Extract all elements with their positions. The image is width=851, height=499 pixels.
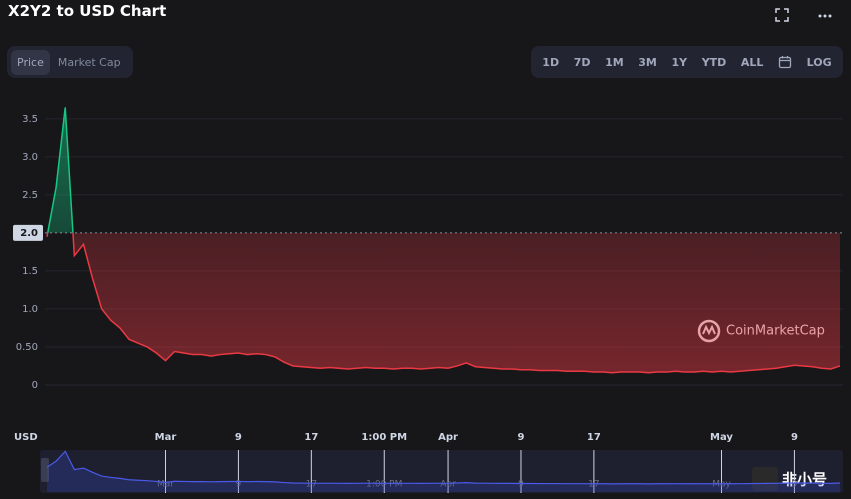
calendar-icon[interactable] <box>778 55 792 69</box>
baseline-label-box <box>13 224 43 241</box>
fullscreen-icon[interactable] <box>775 8 789 22</box>
y-tick-label: 1.0 <box>22 304 38 315</box>
navigator-label: Mar <box>157 480 174 490</box>
x-tick-label: Mar <box>155 432 177 443</box>
navigator-label: 9 <box>236 480 242 490</box>
area-down <box>47 232 840 373</box>
x-tick-label: May <box>710 432 733 443</box>
navigator-label: 9 <box>792 480 798 490</box>
badge: 非小号 <box>782 471 827 489</box>
toggle-group: Price Market Cap <box>7 46 133 78</box>
y-axis-label: USD <box>14 432 38 443</box>
y-tick-label: 1.5 <box>22 266 38 277</box>
y-tick-label: 3.5 <box>22 114 38 125</box>
badge-logo <box>752 467 778 491</box>
watermark: CoinMarketCap <box>726 324 825 339</box>
range-button[interactable]: 7D <box>573 55 591 69</box>
navigator-label: May <box>712 480 731 490</box>
range-button[interactable]: 1M <box>605 55 624 69</box>
more-icon[interactable] <box>818 14 832 18</box>
x-tick-label: 17 <box>304 432 318 443</box>
range-button[interactable]: 1D <box>542 55 560 69</box>
range-button[interactable]: 1Y <box>671 55 688 69</box>
x-tick-label: 17 <box>587 432 601 443</box>
y-tick-label: 0.50 <box>16 342 38 353</box>
range-button[interactable]: ALL <box>740 55 764 69</box>
navigator-label: 17 <box>588 480 599 490</box>
toolbar-icons <box>775 8 832 22</box>
x-tick-label: Apr <box>438 432 458 443</box>
toggle[interactable]: Market Cap <box>57 55 121 69</box>
y-tick-label: 2.5 <box>22 190 38 201</box>
area-up <box>47 107 73 233</box>
navigator-area <box>47 451 840 492</box>
navigator-label: 1:00 PM <box>366 480 402 490</box>
range-button[interactable]: YTD <box>701 55 727 69</box>
navigator-label: 17 <box>306 480 317 490</box>
x-tick-label: 9 <box>791 432 798 443</box>
navigator-label: 9 <box>518 480 524 490</box>
range-button[interactable]: 3M <box>638 55 657 69</box>
y-tick-label: 2.0 <box>20 228 38 239</box>
chart-title: X2Y2 to USD Chart <box>8 2 167 20</box>
x-tick-label: 9 <box>517 432 524 443</box>
y-tick-label: 0 <box>32 380 38 391</box>
toggle[interactable]: Price <box>11 49 50 75</box>
x-tick-label: 1:00 PM <box>361 432 407 443</box>
navigator-handle[interactable] <box>41 458 49 482</box>
navigator-label: Apr <box>440 480 456 490</box>
navigator-line <box>46 450 841 485</box>
log-button[interactable]: LOG <box>806 55 832 69</box>
navigator[interactable] <box>40 450 843 493</box>
price-line <box>46 232 841 374</box>
price-line <box>46 107 74 233</box>
y-tick-label: 3.0 <box>22 152 38 163</box>
x-tick-label: 9 <box>235 432 242 443</box>
range-group: 1D 7D 1M 3M 1Y YTD ALL LOG <box>531 46 843 78</box>
watermark-logo <box>697 319 721 343</box>
